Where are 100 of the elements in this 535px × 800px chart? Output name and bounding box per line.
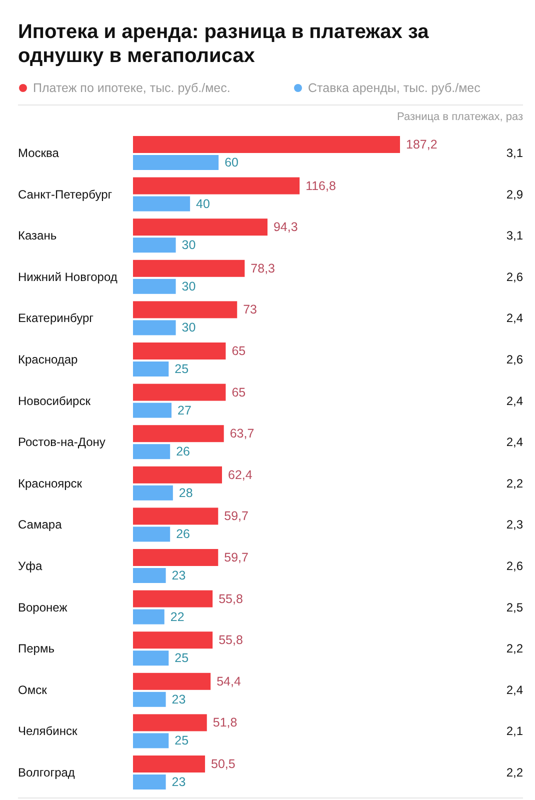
chart-title: Ипотека и аренда: разница в платежах за однушку в мегаполисах	[18, 21, 430, 67]
data-label: 63,7	[230, 426, 254, 441]
bar	[133, 444, 170, 460]
bar	[133, 362, 169, 376]
bar	[133, 402, 172, 418]
bar	[133, 301, 238, 318]
bar	[133, 609, 164, 624]
bar	[133, 549, 218, 566]
bar	[133, 714, 207, 732]
bar	[133, 590, 213, 608]
data-label: 40	[196, 196, 210, 211]
data-label: 116,8	[306, 178, 336, 193]
y-tick-label: Воронеж	[18, 600, 68, 614]
data-label: 187,2	[406, 138, 438, 152]
y-tick-label: Пермь	[18, 642, 54, 656]
bar	[133, 692, 166, 707]
data-label: 26	[176, 444, 190, 459]
text: 2,4	[506, 682, 524, 697]
data-label: 62,4	[228, 468, 252, 482]
bar	[133, 278, 176, 294]
data-label: 30	[182, 320, 196, 335]
data-label: 60	[224, 156, 239, 170]
text: Разница в платежах, раз	[396, 111, 523, 123]
text: 2,2	[506, 642, 524, 656]
data-label: 65	[232, 344, 246, 358]
text: 2,2	[506, 766, 524, 780]
y-tick-label: Ростов-на-Дону	[18, 435, 106, 450]
bar	[133, 672, 211, 690]
y-tick-label: Челябинск	[18, 724, 78, 738]
y-tick-label: Волгоград	[18, 766, 75, 780]
text: 2,6	[506, 270, 524, 284]
bar	[133, 526, 170, 542]
data-label: 55,8	[218, 633, 243, 648]
data-label: 27	[178, 403, 192, 418]
text: 2,3	[506, 518, 524, 532]
bar	[133, 425, 224, 442]
data-label: 51,8	[212, 716, 238, 730]
text: 2,4	[506, 435, 524, 450]
bar	[133, 177, 300, 194]
text: 2,1	[506, 724, 524, 738]
bar	[133, 632, 213, 649]
data-label: 55,8	[218, 592, 243, 606]
bar	[133, 320, 176, 336]
y-tick-label: Казань	[18, 228, 57, 243]
bar	[133, 218, 268, 236]
text: 3,1	[506, 228, 524, 243]
y-tick-label: Нижний Новгород	[18, 270, 118, 284]
text: 2,9	[506, 187, 524, 202]
y-tick-label: Краснодар	[18, 352, 78, 366]
bar	[133, 508, 218, 525]
data-label: 30	[182, 238, 196, 252]
y-tick-label: Москва	[18, 146, 60, 160]
text: 2,4	[506, 394, 524, 408]
bar	[133, 650, 169, 666]
data-label: 59,7	[224, 509, 249, 524]
y-tick-label: Уфа	[18, 559, 42, 573]
text: 3,1	[506, 146, 524, 160]
data-label: 23	[172, 568, 186, 582]
bar	[133, 196, 190, 212]
bar	[133, 155, 219, 170]
data-label: 25	[174, 734, 189, 748]
y-tick-label: Самара	[18, 518, 62, 532]
bar	[133, 485, 173, 500]
bar	[133, 466, 222, 484]
data-label: 22	[170, 610, 184, 624]
y-tick-label: Новосибирск	[18, 394, 92, 408]
bar	[133, 238, 176, 253]
data-label: 30	[182, 279, 196, 294]
bar	[133, 756, 206, 772]
text: 2,6	[506, 352, 524, 366]
legend-label: Платеж по ипотеке, тыс. руб./мес.	[33, 81, 230, 95]
text: 2,5	[506, 600, 524, 614]
y-tick-label: Омск	[18, 682, 48, 697]
bar	[133, 136, 400, 153]
y-tick-label: Красноярск	[18, 476, 83, 490]
data-label: 28	[178, 486, 193, 500]
data-label: 50,5	[211, 757, 236, 771]
bar	[133, 260, 245, 277]
data-label: 59,7	[224, 550, 249, 564]
bar	[133, 568, 166, 583]
legend-label: Ставка аренды, тыс. руб./мес	[308, 81, 480, 95]
text: 2,6	[506, 559, 524, 573]
data-label: 78,3	[250, 261, 276, 276]
data-label: 25	[174, 362, 189, 376]
bar	[133, 733, 169, 748]
data-label: 23	[172, 692, 186, 706]
bar	[133, 384, 226, 401]
data-label: 54,4	[216, 674, 241, 688]
data-label: 25	[174, 651, 189, 666]
data-label: 73	[243, 302, 258, 317]
text: 2,4	[506, 311, 524, 326]
data-label: 26	[176, 527, 190, 542]
data-label: 23	[172, 775, 186, 789]
y-tick-label: Екатеринбург	[18, 311, 94, 326]
data-label: 94,3	[274, 220, 298, 234]
y-tick-label: Санкт-Петербург	[18, 187, 113, 202]
text: 2,2	[506, 476, 524, 490]
bar	[133, 342, 226, 360]
data-label: 65	[232, 385, 246, 400]
bar	[133, 774, 166, 790]
